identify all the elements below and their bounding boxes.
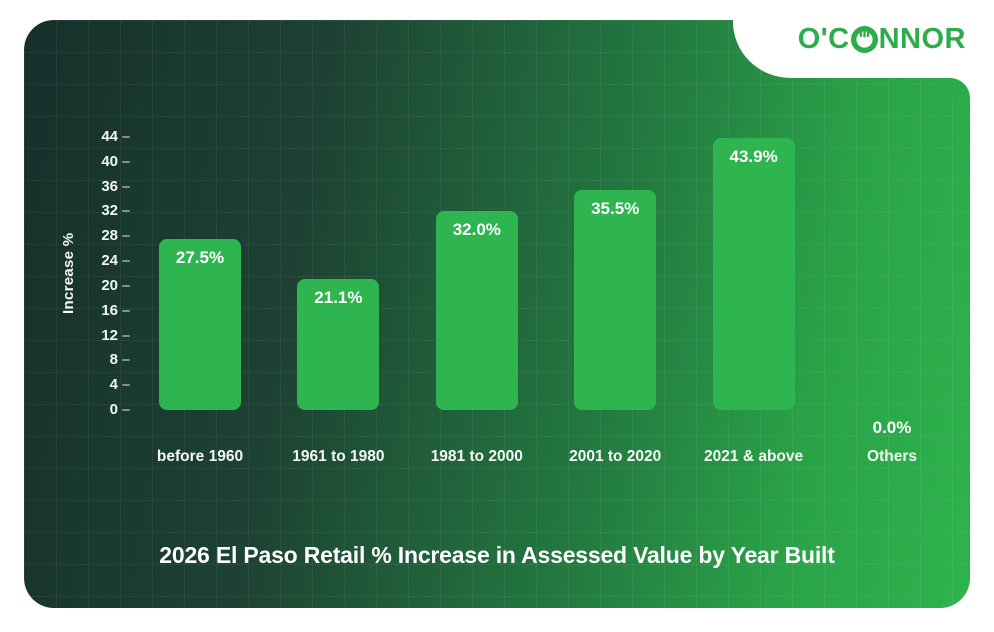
x-axis-label: 2001 to 2020 xyxy=(569,448,662,465)
bar-value-label: 0.0% xyxy=(872,418,912,437)
bar: 21.1% xyxy=(297,279,380,410)
chart-card: Increase % 0 4 8 12 16 20 24 28 32 36 40 44 27.5% 21… xyxy=(24,20,970,608)
x-axis-label: 1981 to 2000 xyxy=(430,448,523,465)
chart-title: 2026 El Paso Retail % Increase in Assess… xyxy=(159,542,835,568)
bar-value-label: 43.9% xyxy=(729,146,778,166)
y-tick-mark xyxy=(122,210,130,213)
y-tick-label: 12 xyxy=(101,326,118,344)
x-axis-label: 2021 & above xyxy=(704,448,804,465)
y-tick-mark xyxy=(122,384,130,387)
x-axis-label: 1961 to 1980 xyxy=(292,448,385,465)
y-tick-label: 16 xyxy=(101,301,118,319)
logo-text-suffix: NNOR xyxy=(878,22,966,55)
y-tick-mark xyxy=(122,409,130,411)
x-axis-label: Others xyxy=(867,448,917,465)
y-tick-mark xyxy=(122,359,130,362)
logo-notch: O'C NNOR xyxy=(733,0,994,78)
y-tick-mark xyxy=(122,309,130,312)
bar-value-label: 27.5% xyxy=(175,248,225,268)
bar: 32.0% xyxy=(435,211,518,410)
notch-inner-corner xyxy=(950,78,970,98)
bar: 27.5% xyxy=(159,239,241,410)
y-tick-mark xyxy=(122,185,130,188)
y-tick-mark xyxy=(122,160,130,163)
bar-value-label: 35.5% xyxy=(591,198,640,218)
y-tick-label: 28 xyxy=(101,227,118,245)
bar: 43.9% xyxy=(712,137,795,410)
y-tick-mark xyxy=(122,136,130,138)
y-tick-label: 24 xyxy=(101,252,118,270)
bar-value-label: 21.1% xyxy=(314,288,363,308)
oconnor-logo: O'C NNOR xyxy=(798,23,966,56)
y-tick-label: 40 xyxy=(101,152,118,170)
y-tick-label: 0 xyxy=(109,401,118,418)
y-tick-label: 8 xyxy=(109,351,118,369)
y-tick-mark xyxy=(122,260,130,263)
bar-value-label: 32.0% xyxy=(452,220,501,240)
stylized-o-icon xyxy=(850,25,878,53)
y-tick-mark xyxy=(122,284,130,287)
y-tick-label: 4 xyxy=(109,376,118,394)
x-axis-label: before 1960 xyxy=(156,448,244,465)
y-tick-label: 44 xyxy=(101,128,118,145)
y-tick-label: 20 xyxy=(101,276,118,294)
bar: 35.5% xyxy=(574,189,657,410)
y-tick-label: 36 xyxy=(101,177,118,195)
logo-text-prefix: O'C xyxy=(797,22,850,55)
y-tick-mark xyxy=(122,334,130,337)
y-tick-mark xyxy=(122,235,130,238)
y-tick-label: 32 xyxy=(101,202,118,220)
